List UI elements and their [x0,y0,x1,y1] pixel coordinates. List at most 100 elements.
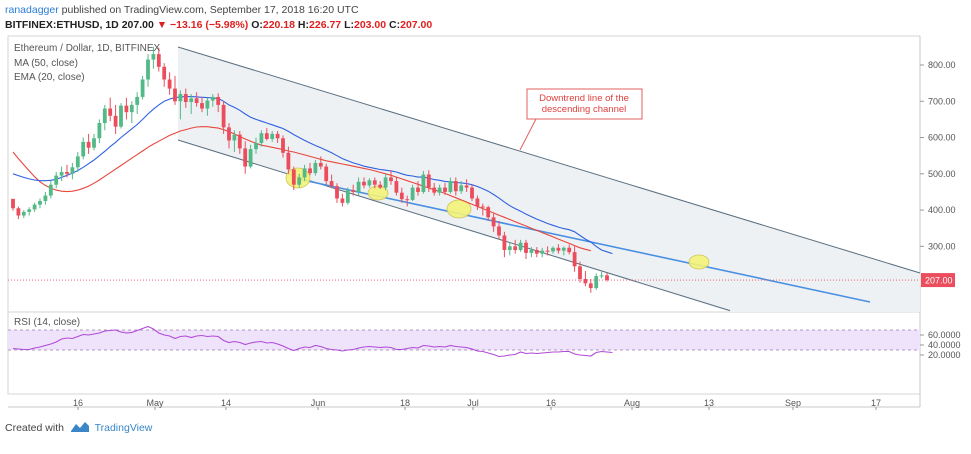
candle [189,94,194,114]
candle [470,184,474,202]
close-value: 207.00 [400,19,433,31]
candle-body [605,275,609,281]
candle-body [129,104,134,113]
candle [545,246,550,256]
candle [237,131,242,154]
candle [518,239,523,252]
candle [254,137,258,154]
candle [486,205,491,221]
candle [281,135,285,158]
candle-body [275,133,280,139]
candle-body [529,249,534,253]
candle [232,130,237,153]
candle [194,92,199,107]
candle-body [38,201,42,205]
candle [345,187,350,205]
candle-body [27,209,32,212]
candle [351,184,356,196]
annotation-box [526,88,643,120]
candle [264,128,269,141]
candle [286,146,291,174]
candle-body [324,166,329,182]
rsi-tick-label: 40.0000 [928,340,961,350]
candle [146,54,150,87]
open-label: O: [251,19,263,31]
candle-body [21,211,26,216]
last-price-tag-label: 207.00 [925,276,953,286]
candle [38,198,42,209]
candle-body [302,168,307,178]
candle-body [281,138,285,153]
candle-body [351,190,356,192]
candle [248,144,253,169]
candle-body [362,181,366,186]
candle-body [540,250,545,254]
candle-body [270,133,275,139]
candle [75,152,80,172]
candle-body [248,149,253,167]
candle [453,177,458,196]
candle-body [448,181,453,192]
rsi-pane-frame [7,311,921,395]
candle [426,170,431,192]
candle-body [11,198,15,209]
candle-body [534,249,539,254]
candle-body [340,198,345,203]
candle [124,97,129,120]
candle [210,94,215,107]
candle-body [200,103,204,109]
candle-body [43,195,48,202]
candle [119,103,123,129]
candle-body [432,187,437,193]
candle-body [421,174,426,192]
author-link[interactable]: ranadagger [5,4,59,16]
tradingview-brand-link[interactable]: TradingView [94,422,153,434]
candle [372,177,377,189]
candle-body [194,98,199,104]
candle-body [545,250,550,252]
candle [502,231,507,258]
candle [599,271,604,279]
candle [513,239,518,254]
price-tick-label: 400.00 [928,205,956,215]
candle [432,182,437,196]
candle-body [92,138,96,148]
candle-body [75,156,80,168]
candle-body [426,174,431,188]
candle [524,239,528,260]
candle [216,93,221,113]
candle-body [237,134,242,149]
candle-body [135,96,140,105]
candle-body [59,171,64,176]
candle-body [356,181,361,192]
candle [178,90,183,120]
candle-body [221,104,226,128]
candle-body [588,283,593,289]
candle [572,246,577,272]
candle-body [556,247,561,251]
candle-body [243,148,248,167]
annotation-text: Downtrend line of the [539,93,629,104]
candle-body [178,94,183,102]
candle-body [167,79,172,89]
price-tick-label: 500.00 [928,169,956,179]
candle-body [227,127,231,141]
high-label: H: [297,19,310,31]
created-with-text: Created with [5,422,64,434]
candle [270,131,275,142]
candle [421,170,426,194]
candle [459,181,464,194]
candle-body [173,88,177,102]
candle-body [594,276,599,289]
candle-body [156,54,161,67]
candle-body [97,123,102,139]
touch-point-highlight-3 [446,199,472,219]
candle [221,101,226,134]
rsi-legend: RSI (14, close) [14,317,81,328]
candle-body [513,246,518,250]
channel-upper-line [177,46,921,274]
candle-body [551,247,555,252]
candle [297,173,302,188]
candle [551,246,555,254]
